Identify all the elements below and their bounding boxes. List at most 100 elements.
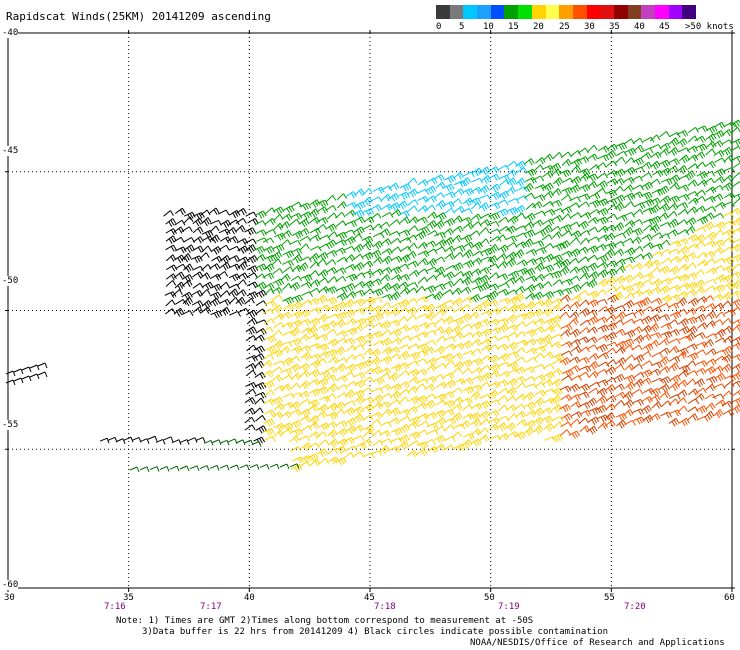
wind-barb xyxy=(417,313,429,320)
wind-barb xyxy=(631,344,643,351)
wind-barb xyxy=(696,216,709,225)
wind-barb xyxy=(543,190,554,199)
wind-barb xyxy=(668,362,680,372)
wind-barb xyxy=(346,291,357,299)
wind-barb xyxy=(381,408,392,417)
wind-barb xyxy=(533,164,544,172)
wind-barb xyxy=(471,221,482,228)
scale-swatch xyxy=(668,5,683,19)
wind-barb xyxy=(245,363,257,371)
wind-barb xyxy=(406,282,419,288)
wind-barb xyxy=(301,425,313,432)
wind-barb xyxy=(723,228,735,237)
wind-barb xyxy=(335,363,347,373)
lat-label-minus45: -45 xyxy=(2,146,19,156)
wind-barb xyxy=(444,379,456,389)
wind-barb xyxy=(407,225,419,233)
wind-barb xyxy=(597,261,609,269)
wind-barb xyxy=(731,193,740,200)
wind-barb xyxy=(607,204,618,212)
wind-barb xyxy=(505,225,517,234)
wind-barb xyxy=(613,194,626,203)
wind-barb xyxy=(478,434,490,442)
wind-barb xyxy=(649,394,661,402)
wind-barb xyxy=(670,255,682,263)
wind-barb xyxy=(496,422,508,432)
wind-barb xyxy=(487,299,499,308)
wind-barb xyxy=(578,256,590,263)
wind-barb xyxy=(649,323,660,333)
wind-barb xyxy=(355,318,368,326)
wind-barb xyxy=(445,264,457,271)
wind-barb xyxy=(543,153,554,161)
wind-barb xyxy=(283,304,295,312)
wind-barb xyxy=(309,234,321,242)
wind-barb xyxy=(523,229,536,238)
wind-barb xyxy=(362,333,374,341)
scale-swatch xyxy=(477,5,491,19)
wind-barb xyxy=(589,381,601,388)
wind-barb xyxy=(463,222,474,230)
wind-barb xyxy=(253,334,265,342)
lat-label-minus50: -50 xyxy=(2,276,19,286)
wind-barb xyxy=(505,258,517,268)
wind-barb xyxy=(561,278,573,286)
wind-barb xyxy=(308,442,320,449)
wind-barb xyxy=(687,297,699,307)
wind-barb xyxy=(435,212,447,221)
wind-barb xyxy=(327,231,338,239)
wind-barb xyxy=(559,169,572,178)
wind-barb xyxy=(694,234,706,243)
wind-barb xyxy=(668,328,680,336)
wind-barb xyxy=(678,246,690,255)
wind-barb xyxy=(425,204,436,212)
wind-barb xyxy=(433,256,446,263)
wind-barb xyxy=(678,369,689,378)
wind-barb xyxy=(379,372,391,379)
wind-barb xyxy=(721,274,734,283)
wind-barb xyxy=(570,294,583,303)
wind-barb xyxy=(199,465,210,471)
wind-barb xyxy=(299,235,312,242)
wind-barb xyxy=(685,289,697,297)
wind-barb xyxy=(274,232,286,241)
wind-barb xyxy=(660,322,673,330)
wind-barb xyxy=(479,281,491,291)
wind-barb xyxy=(587,144,598,152)
wind-barb xyxy=(623,300,635,309)
time-label-0717: 7:17 xyxy=(200,602,222,612)
wind-barb xyxy=(687,413,699,421)
wind-barb xyxy=(676,351,687,360)
wind-barb xyxy=(614,285,626,292)
wind-barb xyxy=(398,396,409,404)
wind-barb xyxy=(697,322,708,330)
wind-barb xyxy=(453,278,465,286)
wind-barb xyxy=(434,425,446,433)
wind-barb xyxy=(264,335,277,344)
wind-barb xyxy=(388,346,400,354)
wind-barb xyxy=(713,284,726,293)
wind-barb xyxy=(598,234,610,242)
wind-barb xyxy=(551,404,563,413)
wind-barb xyxy=(309,287,321,294)
wind-barb xyxy=(658,302,671,309)
wind-barb xyxy=(479,238,490,246)
wind-barb xyxy=(550,270,563,279)
wind-barb xyxy=(229,464,240,471)
wind-barb xyxy=(453,251,464,259)
wind-barb xyxy=(605,394,617,403)
wind-barb xyxy=(200,306,212,314)
wind-barb xyxy=(370,196,383,203)
wind-barb xyxy=(219,281,230,289)
wind-barb xyxy=(131,436,142,443)
wind-barb xyxy=(704,205,716,212)
wind-barb xyxy=(561,250,573,258)
wind-barb xyxy=(597,269,609,278)
wind-barb xyxy=(498,216,510,223)
wind-barb xyxy=(687,179,698,187)
wind-barb xyxy=(281,321,294,329)
wind-barb xyxy=(488,417,500,425)
wind-barb xyxy=(309,307,322,315)
wind-barb xyxy=(235,296,246,307)
footnote-line-1: Note: 1) Times are GMT 2)Times along bot… xyxy=(116,616,534,626)
